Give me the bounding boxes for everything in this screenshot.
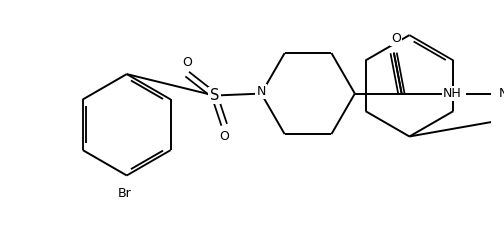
Text: S: S (210, 88, 219, 103)
Text: O: O (219, 130, 229, 143)
Text: NH: NH (443, 87, 462, 100)
Text: N: N (498, 87, 504, 100)
Text: N: N (257, 85, 266, 98)
Text: Br: Br (118, 187, 132, 200)
Text: O: O (182, 56, 192, 69)
Text: O: O (391, 32, 401, 45)
